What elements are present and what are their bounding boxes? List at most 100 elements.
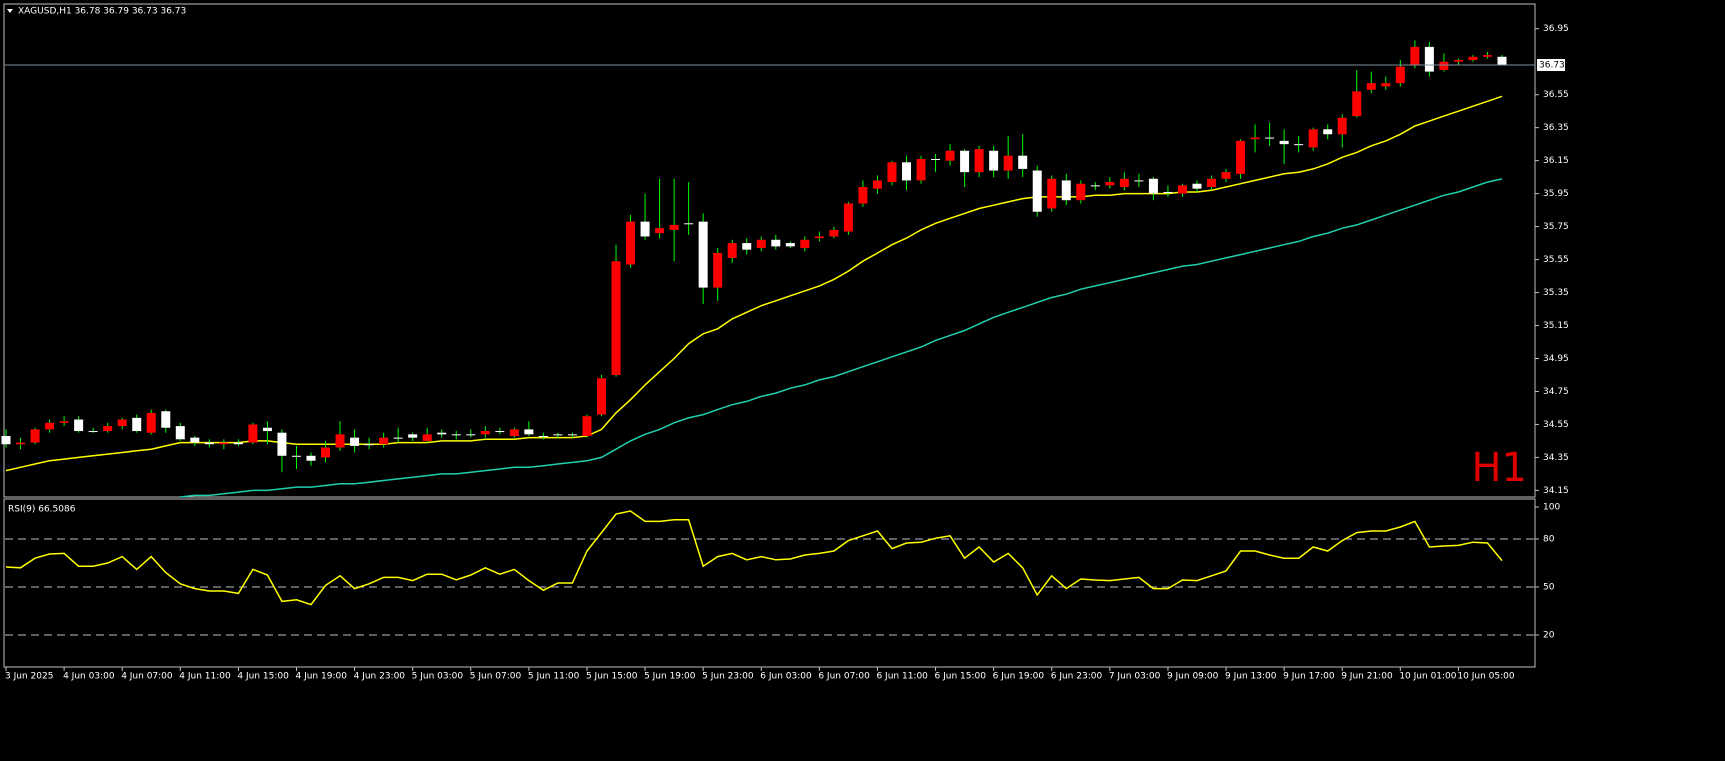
y-tick-label: 36.15 xyxy=(1543,156,1569,166)
symbol-header: XAGUSD,H1 36.78 36.79 36.73 36.73 xyxy=(18,7,186,17)
x-tick-label: 4 Jun 11:00 xyxy=(179,672,231,682)
x-tick-label: 4 Jun 23:00 xyxy=(354,672,406,682)
x-tick-label: 9 Jun 17:00 xyxy=(1283,672,1335,682)
candle-body xyxy=(1366,83,1376,90)
candle-body xyxy=(1279,140,1289,145)
candle-body xyxy=(1381,83,1391,87)
candle-body xyxy=(1119,178,1129,188)
candle-body xyxy=(596,378,606,415)
candle-body xyxy=(88,431,98,433)
y-tick-label: 36.55 xyxy=(1543,90,1569,100)
y-tick-label: 34.75 xyxy=(1543,387,1569,397)
current-price-label: 36.73 xyxy=(1539,61,1565,71)
x-tick-label: 5 Jun 11:00 xyxy=(528,672,580,682)
x-tick-label: 4 Jun 03:00 xyxy=(63,672,115,682)
candle-body xyxy=(45,422,55,430)
y-tick-label: 35.95 xyxy=(1543,189,1569,199)
y-tick-label: 35.15 xyxy=(1543,321,1569,331)
candle-body xyxy=(248,424,258,443)
rsi-tick-label: 50 xyxy=(1543,583,1555,593)
x-tick-label: 7 Jun 03:00 xyxy=(1109,672,1161,682)
candle-body xyxy=(509,429,519,436)
candle-body xyxy=(1076,183,1086,201)
candle-body xyxy=(291,455,301,457)
candle-body xyxy=(451,434,461,436)
candle-body xyxy=(1090,185,1100,187)
x-tick-label: 9 Jun 21:00 xyxy=(1341,672,1393,682)
timeframe-label: H1 xyxy=(1471,445,1527,491)
candle-body xyxy=(872,180,882,189)
candle-body xyxy=(698,221,708,288)
candle-body xyxy=(1105,182,1115,186)
candle-body xyxy=(1395,66,1405,84)
candle-body xyxy=(756,239,766,249)
candle-body xyxy=(582,416,592,436)
y-tick-label: 35.55 xyxy=(1543,255,1569,265)
x-tick-label: 6 Jun 07:00 xyxy=(818,672,870,682)
y-tick-label: 34.15 xyxy=(1543,486,1569,496)
candle-body xyxy=(1439,61,1449,70)
y-tick-label: 36.95 xyxy=(1543,24,1569,34)
x-tick-label: 5 Jun 15:00 xyxy=(586,672,638,682)
x-tick-label: 9 Jun 13:00 xyxy=(1225,672,1277,682)
candle-body xyxy=(161,411,171,428)
candle-body xyxy=(858,187,868,204)
candle-body xyxy=(59,421,69,423)
candle-body xyxy=(74,419,84,432)
candle-body xyxy=(524,429,534,435)
menu-arrow[interactable] xyxy=(7,9,13,13)
candle-body xyxy=(233,442,243,445)
moving-average xyxy=(180,178,1503,498)
candle-body xyxy=(262,427,272,432)
current-price-box xyxy=(1537,59,1565,72)
candle-body xyxy=(1134,180,1144,182)
candle-body xyxy=(364,444,374,446)
rsi-tick-label: 100 xyxy=(1543,503,1560,513)
candle-body xyxy=(1236,140,1246,174)
x-tick-label: 5 Jun 19:00 xyxy=(644,672,696,682)
candle-body xyxy=(553,434,563,436)
candle-body xyxy=(843,203,853,232)
candle-body xyxy=(204,442,214,445)
candle-body xyxy=(989,150,999,171)
candle-body xyxy=(800,239,810,249)
candle-body xyxy=(655,228,665,234)
candle-body xyxy=(1424,46,1434,72)
candle-body xyxy=(408,434,418,438)
candle-body xyxy=(974,149,984,173)
candle-body xyxy=(1308,129,1318,148)
y-tick-label: 34.35 xyxy=(1543,453,1569,463)
y-tick-label: 36.35 xyxy=(1543,123,1569,133)
y-tick-label: 35.35 xyxy=(1543,288,1569,298)
candle-body xyxy=(727,243,737,258)
candle-body xyxy=(335,434,345,448)
candle-body xyxy=(902,162,912,181)
x-tick-label: 6 Jun 11:00 xyxy=(876,672,928,682)
candle-body xyxy=(1003,155,1013,171)
x-tick-label: 3 Jun 2025 xyxy=(5,672,53,682)
y-tick-label: 34.55 xyxy=(1543,420,1569,430)
candle-body xyxy=(146,412,156,433)
rsi-header: RSI(9) 66.5086 xyxy=(8,505,76,515)
candle-body xyxy=(1032,170,1042,212)
candle-body xyxy=(814,236,824,239)
candle-body xyxy=(1192,183,1202,189)
candle-body xyxy=(379,437,389,445)
rsi-tick-label: 80 xyxy=(1543,535,1555,545)
candle-body xyxy=(132,417,142,432)
candle-body xyxy=(742,243,752,250)
candle-body xyxy=(1163,191,1173,193)
candle-body xyxy=(887,162,897,183)
y-tick-label: 34.95 xyxy=(1543,354,1569,364)
candle-body xyxy=(1177,185,1187,194)
candle-body xyxy=(684,223,694,225)
rsi-tick-label: 20 xyxy=(1543,631,1555,641)
candle-body xyxy=(1148,178,1158,194)
candle-body xyxy=(103,426,113,432)
candle-body xyxy=(437,432,447,435)
x-tick-label: 10 Jun 01:00 xyxy=(1399,672,1456,682)
x-tick-label: 4 Jun 19:00 xyxy=(295,672,347,682)
x-tick-label: 4 Jun 07:00 xyxy=(121,672,173,682)
candle-body xyxy=(1018,155,1028,169)
